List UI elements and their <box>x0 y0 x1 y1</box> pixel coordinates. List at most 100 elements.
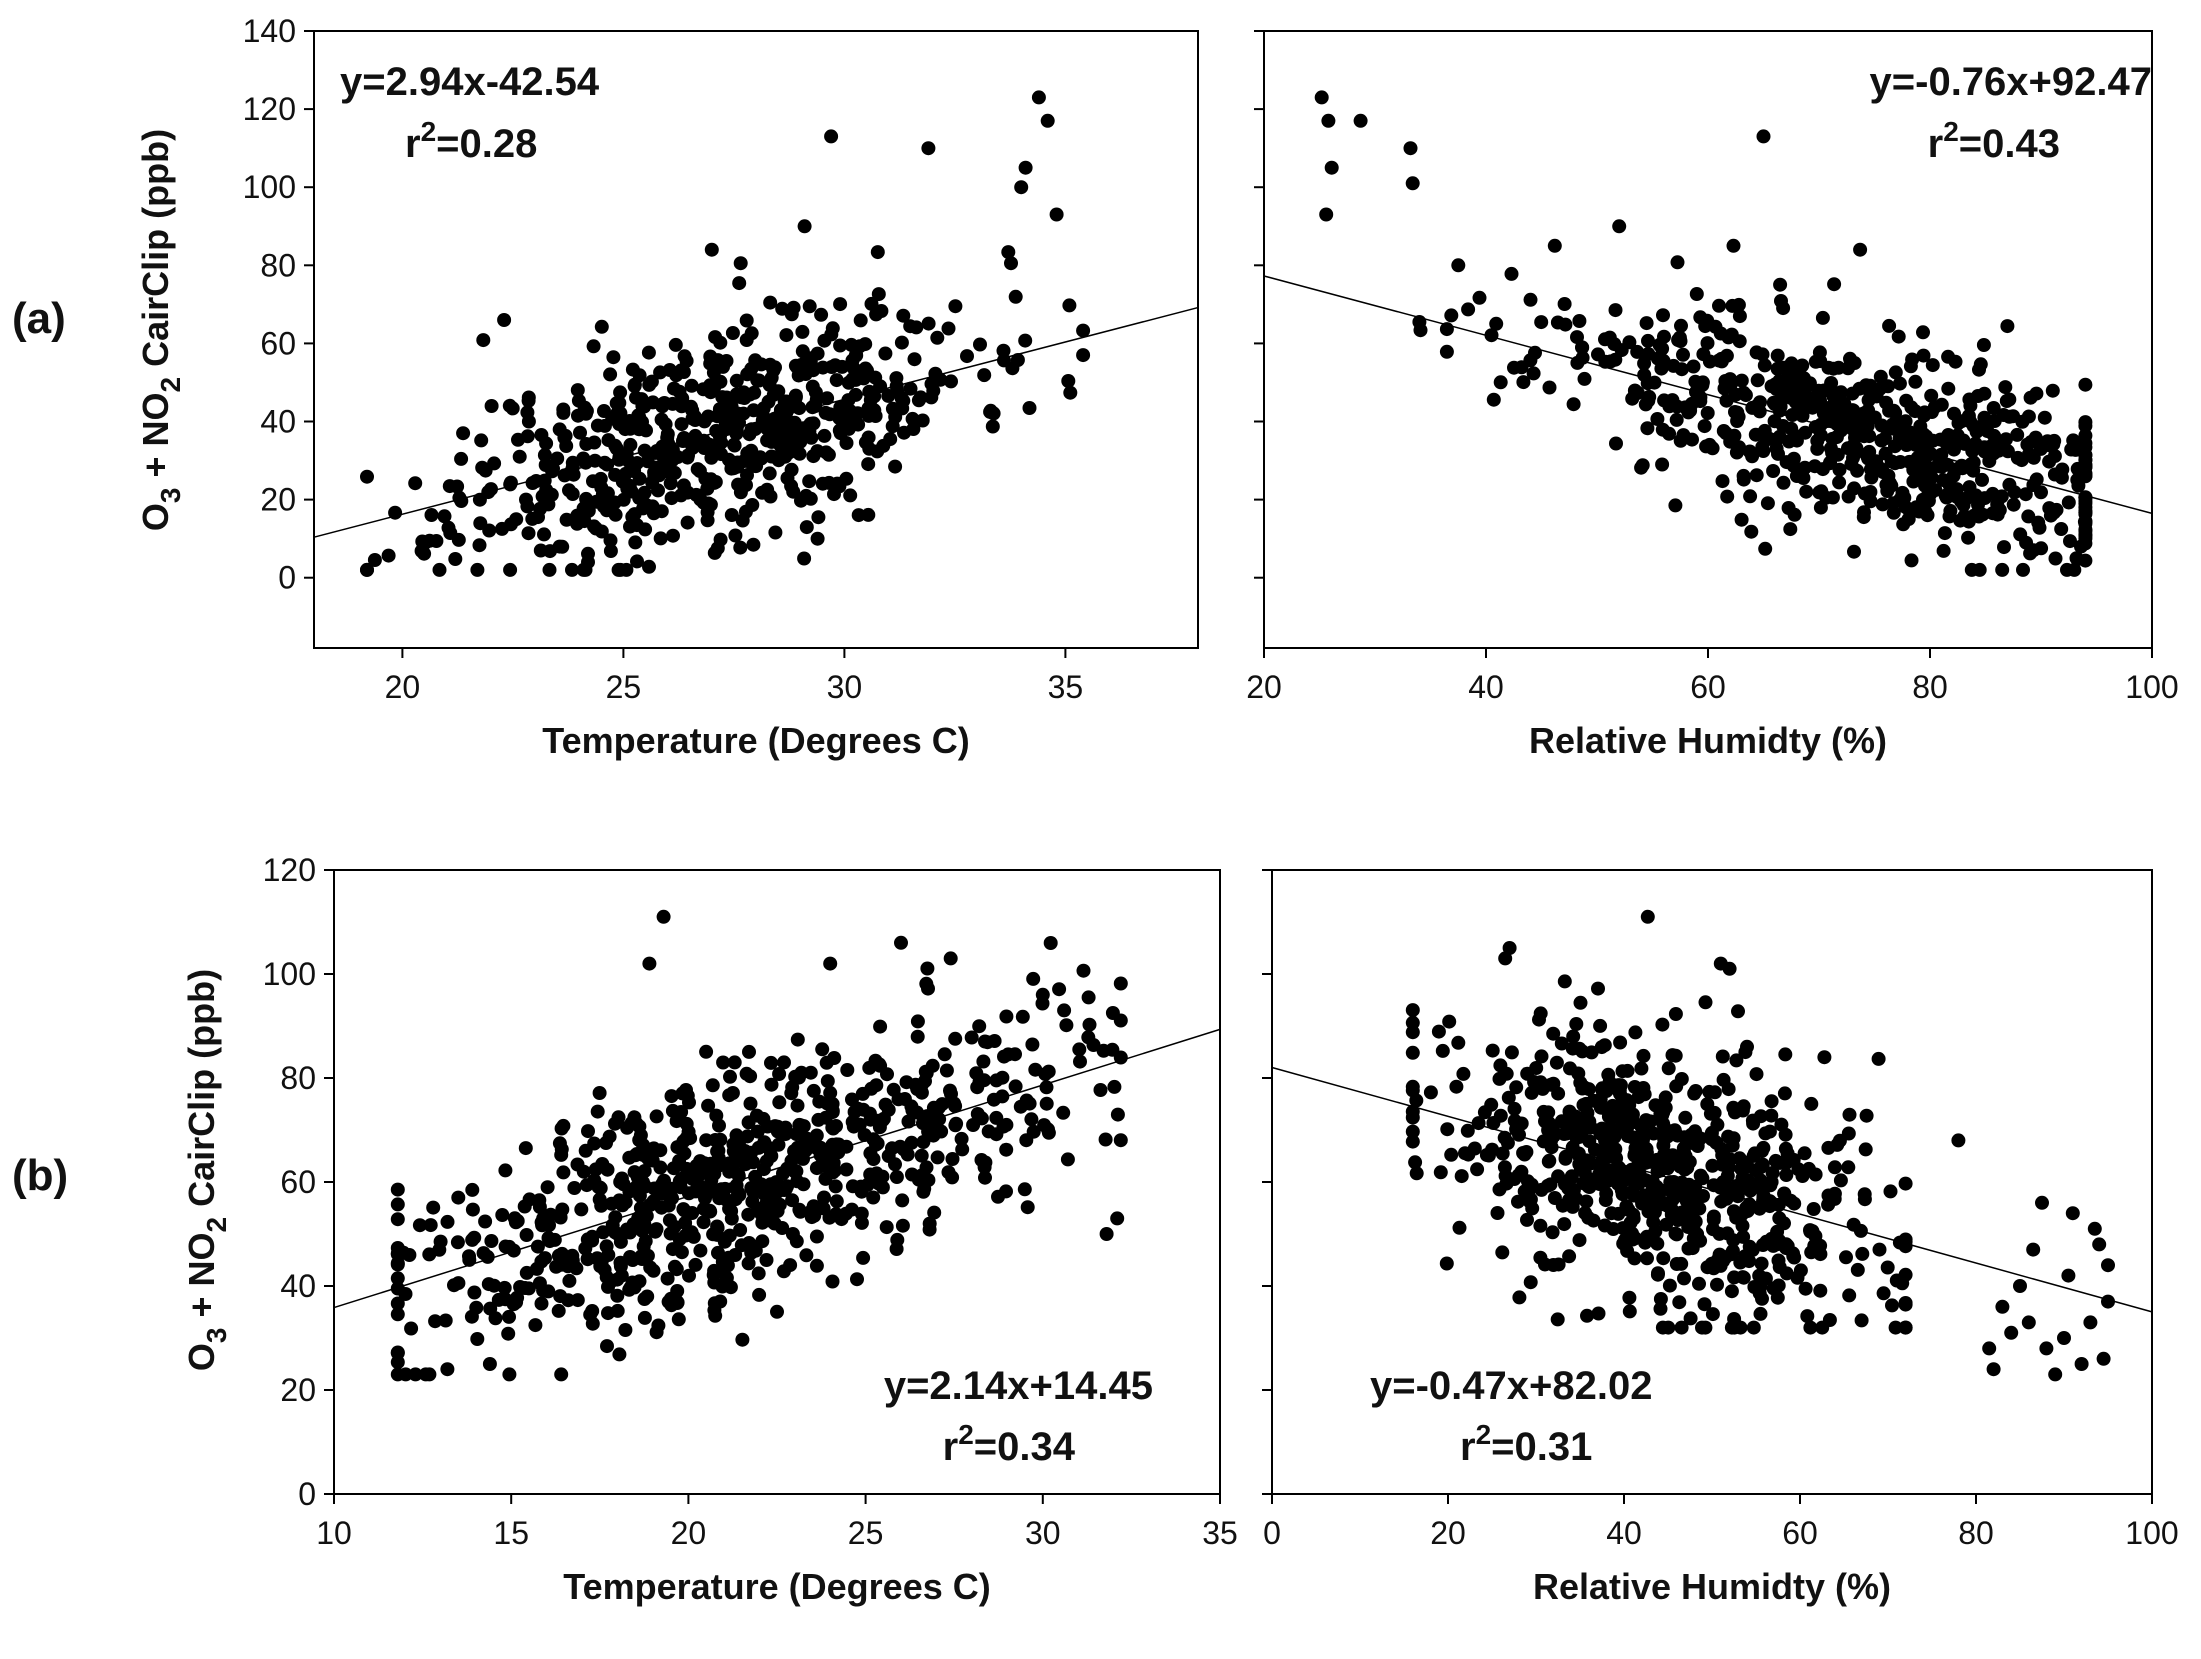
data-point <box>680 515 695 530</box>
data-point <box>1493 1058 1508 1073</box>
data-point <box>726 461 741 476</box>
data-point <box>1493 1108 1508 1123</box>
data-point <box>1061 374 1076 388</box>
data-point <box>889 1242 904 1256</box>
data-point <box>926 383 941 398</box>
data-point <box>1435 1043 1450 1058</box>
data-point <box>1622 1098 1637 1113</box>
data-point <box>1433 1165 1448 1180</box>
data-point <box>708 1308 723 1323</box>
data-point <box>1565 1199 1580 1214</box>
data-point <box>1923 487 1937 502</box>
data-point <box>886 1082 901 1097</box>
data-point <box>1647 375 1662 390</box>
data-point <box>894 335 909 350</box>
data-point <box>948 299 963 314</box>
data-point <box>724 508 739 522</box>
data-point <box>1972 362 1986 377</box>
data-point <box>408 1367 423 1382</box>
data-point <box>498 1163 513 1178</box>
data-point <box>656 909 671 924</box>
data-point <box>679 1161 694 1176</box>
data-point <box>772 1067 787 1081</box>
data-point <box>825 1165 840 1180</box>
data-point <box>1110 1211 1125 1226</box>
data-point <box>721 1250 736 1265</box>
data-point <box>404 1321 419 1336</box>
data-point <box>921 141 936 156</box>
panel-a-label: (a) <box>12 294 66 343</box>
data-point <box>612 1193 627 1208</box>
data-point <box>1976 338 1991 352</box>
x-axis-label: Relative Humidty (%) <box>1533 1566 1891 1607</box>
data-point <box>1014 180 1029 195</box>
data-point <box>1538 1114 1552 1129</box>
data-point <box>799 1248 814 1263</box>
data-point <box>763 357 778 372</box>
data-point <box>497 313 512 327</box>
data-point <box>833 297 848 312</box>
data-point <box>511 432 525 447</box>
data-point <box>1986 401 2001 415</box>
data-point <box>809 1258 824 1273</box>
data-point <box>1919 429 1934 444</box>
data-point <box>1758 541 1773 556</box>
data-point <box>809 392 824 407</box>
y-tick-label: 60 <box>280 1164 316 1200</box>
data-point <box>501 1326 516 1341</box>
x-tick-label: 25 <box>848 1515 884 1551</box>
data-point <box>751 1201 766 1216</box>
data-point <box>632 471 647 486</box>
data-point <box>743 1096 758 1111</box>
data-point <box>948 1031 963 1046</box>
data-point <box>725 326 740 340</box>
data-point <box>1635 458 1650 473</box>
data-point <box>1642 389 1657 404</box>
data-point <box>1836 418 1850 433</box>
data-point <box>1609 1099 1624 1114</box>
data-point <box>2035 1195 2049 1210</box>
data-point <box>1736 1154 1751 1169</box>
data-point <box>1024 1112 1039 1127</box>
y-axis-label-a: O3 + NO2 CairClip (ppb) <box>135 129 186 531</box>
data-point <box>1689 287 1704 301</box>
data-point <box>1678 1110 1693 1125</box>
data-point <box>2043 508 2058 523</box>
data-point <box>442 479 457 494</box>
data-point <box>2054 470 2069 485</box>
data-point <box>390 1257 405 1272</box>
data-point <box>519 492 533 507</box>
data-point <box>608 507 623 522</box>
data-point <box>703 1156 718 1171</box>
data-point <box>1681 1241 1696 1256</box>
data-point <box>1888 365 1903 380</box>
data-point <box>1591 347 1605 362</box>
data-point <box>573 425 587 440</box>
data-point <box>776 1166 790 1181</box>
data-point <box>985 419 1000 434</box>
data-point <box>1651 1266 1665 1281</box>
data-point <box>432 562 447 577</box>
data-point <box>605 411 620 426</box>
data-point <box>1672 1295 1687 1310</box>
data-point <box>451 1276 466 1291</box>
data-point <box>1670 255 1685 270</box>
data-point <box>1655 1320 1670 1335</box>
data-point <box>835 412 850 427</box>
data-point <box>1734 373 1749 388</box>
data-point <box>846 1119 861 1134</box>
data-point <box>1968 488 1983 503</box>
data-point <box>1661 1061 1676 1076</box>
data-point <box>1492 1182 1507 1197</box>
data-point <box>634 392 649 407</box>
data-point <box>941 1165 956 1180</box>
data-point <box>672 384 687 399</box>
data-point <box>822 1210 837 1225</box>
data-point <box>1904 553 1919 568</box>
data-point <box>2061 495 2076 510</box>
data-point <box>2078 415 2093 430</box>
data-point <box>2006 497 2021 512</box>
data-point <box>905 1167 919 1182</box>
data-point <box>1110 1107 1125 1122</box>
data-point <box>1405 1110 1420 1125</box>
